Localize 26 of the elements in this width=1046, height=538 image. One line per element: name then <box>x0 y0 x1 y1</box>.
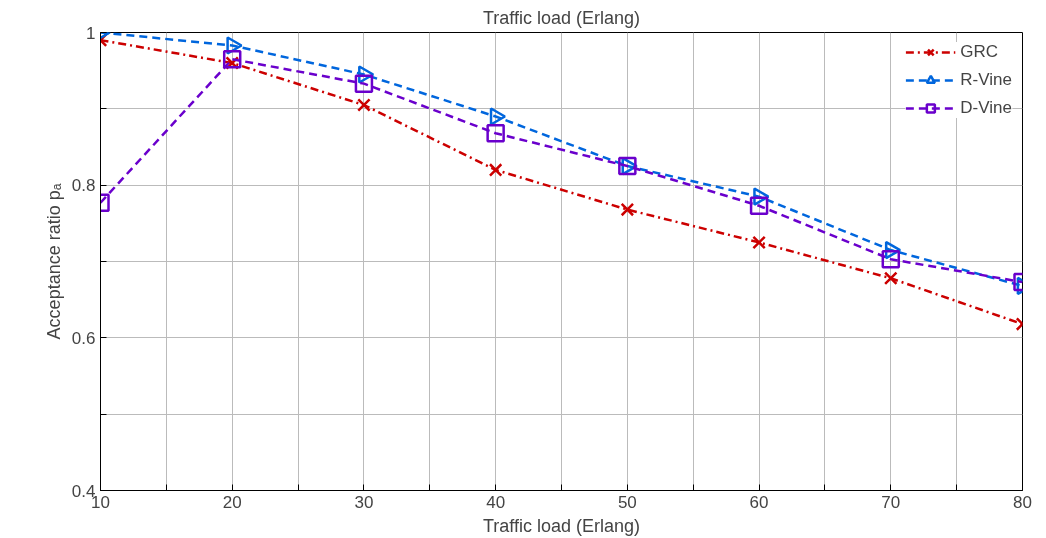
point <box>620 202 635 217</box>
x-tick-label: 80 <box>1013 492 1032 512</box>
legend-label: R-Vine <box>960 70 1012 90</box>
y-tick-label: 0.6 <box>71 328 96 348</box>
y-tick-label: 1 <box>86 23 96 43</box>
point <box>357 98 371 112</box>
legend-label: GRC <box>960 42 999 62</box>
x-tick-label: 70 <box>881 492 901 512</box>
point <box>486 124 505 143</box>
point <box>488 162 503 177</box>
point <box>883 271 898 286</box>
point <box>354 74 374 93</box>
y-tick-label: 0.8 <box>71 176 96 196</box>
x2-axis-title: Traffic load (Erlang) <box>482 7 641 28</box>
y-axis-title: Acceptance ratio pₐ <box>43 183 64 340</box>
point <box>749 196 769 216</box>
x-tick-label: 40 <box>486 492 506 512</box>
x-axis-title: Traffic load (Erlang) <box>482 515 641 536</box>
point <box>881 249 901 269</box>
x-tick-label: 60 <box>749 492 769 512</box>
point <box>752 235 766 250</box>
point <box>489 107 507 126</box>
legend-label: D-Vine <box>960 98 1012 118</box>
x-tick-label: 50 <box>617 492 637 512</box>
x-tick-label: 30 <box>354 492 374 512</box>
x-tick-label: 20 <box>222 492 242 512</box>
